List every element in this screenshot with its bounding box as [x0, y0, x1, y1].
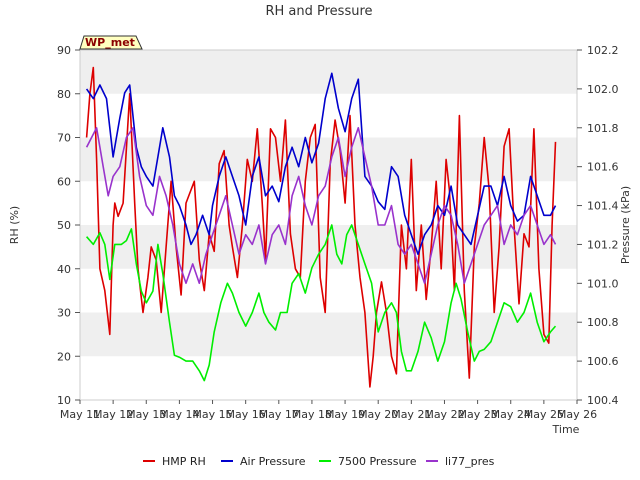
legend-label: 7500 Pressure	[338, 455, 417, 468]
right-tick-label: 100.6	[587, 355, 619, 368]
x-tick-label: May 23	[457, 408, 497, 421]
left-tick-label: 10	[57, 394, 71, 407]
left-axis-label: RH (%)	[8, 206, 21, 244]
right-tick-label: 101.2	[587, 238, 619, 251]
series-li77-pres-line	[85, 127, 557, 285]
right-axis-ticks: 100.4 100.6 100.8 101.0 101.2 101.4 101.6 101.8…	[577, 44, 619, 407]
x-tick-label: May 17	[259, 408, 299, 421]
left-tick-label: 40	[57, 263, 71, 276]
legend-label: li77_pres	[445, 455, 495, 468]
series-hmp-rh-line	[85, 66, 557, 388]
right-tick-label: 101.8	[587, 122, 619, 135]
x-tick-label: May 25	[524, 408, 564, 421]
left-tick-label: 70	[57, 132, 71, 145]
right-tick-label: 100.8	[587, 316, 619, 329]
x-tick-label: May 13	[126, 408, 166, 421]
x-axis-label: Time	[552, 423, 580, 436]
left-tick-label: 60	[57, 175, 71, 188]
x-tick-label: May 22	[424, 408, 464, 421]
right-tick-label: 100.4	[587, 394, 619, 407]
left-tick-label: 30	[57, 307, 71, 320]
x-tick-label: May 11	[60, 408, 100, 421]
left-axis-ticks: 10 20 30 40 50 60 70 80 90	[57, 44, 80, 407]
legend-label: Air Pressure	[240, 455, 306, 468]
x-tick-label: May 21	[391, 408, 431, 421]
left-tick-label: 50	[57, 219, 71, 232]
badge-label: WP_met	[85, 36, 135, 49]
series-lines	[85, 66, 557, 388]
wp-met-badge: WP_met	[79, 35, 143, 50]
legend: HMP RH Air Pressure 7500 Pressure li77_pres	[143, 455, 495, 468]
right-tick-label: 102.0	[587, 83, 619, 96]
series-air-pressure-line	[85, 72, 557, 255]
grid-band	[80, 312, 577, 357]
legend-label: HMP RH	[162, 455, 206, 468]
chart-title: RH and Pressure	[265, 4, 372, 19]
right-tick-label: 102.2	[587, 44, 619, 57]
right-tick-label: 101.4	[587, 200, 619, 213]
x-tick-label: May 19	[325, 408, 365, 421]
right-tick-label: 101.6	[587, 161, 619, 174]
right-tick-label: 101.0	[587, 277, 619, 290]
x-tick-label: May 18	[292, 408, 332, 421]
left-tick-label: 90	[57, 44, 71, 57]
x-tick-label: May 26	[557, 408, 597, 421]
x-tick-label: May 14	[159, 408, 199, 421]
series-7500-pressure-line	[85, 224, 557, 382]
x-tick-label: May 12	[93, 408, 133, 421]
left-tick-label: 20	[57, 350, 71, 363]
x-tick-label: May 16	[226, 408, 266, 421]
x-tick-label: May 24	[491, 408, 531, 421]
x-tick-label: May 20	[358, 408, 398, 421]
left-tick-label: 80	[57, 88, 71, 101]
x-tick-label: May 15	[192, 408, 232, 421]
right-axis-label: Pressure (kPa)	[619, 186, 632, 264]
